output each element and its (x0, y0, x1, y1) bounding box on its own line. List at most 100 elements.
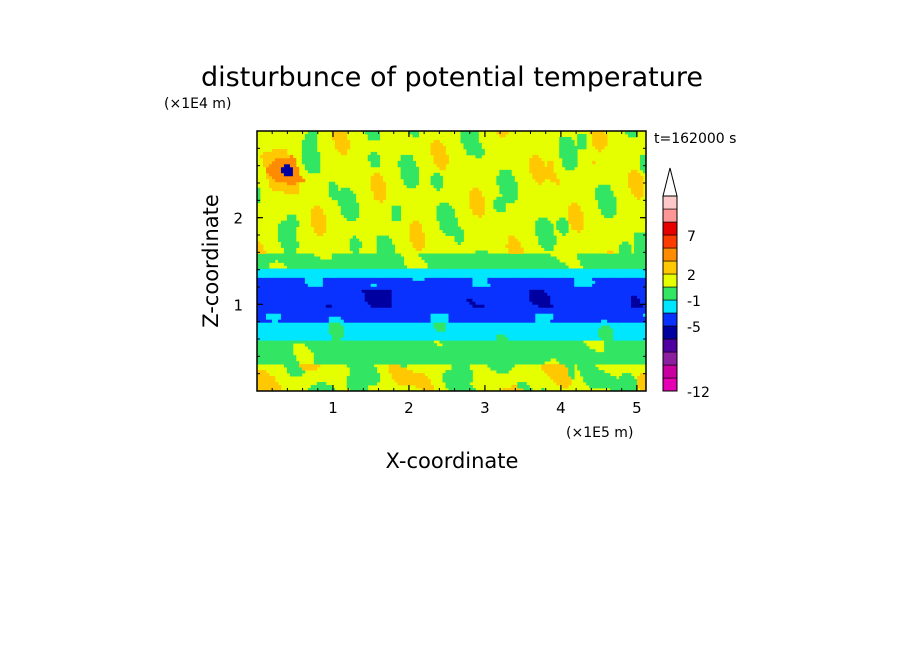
contour-cell (571, 370, 575, 374)
contour-cell (616, 301, 620, 305)
contour-cell (277, 388, 282, 391)
contour-cell (448, 316, 452, 320)
contour-cell (319, 271, 324, 275)
contour-cell (427, 274, 431, 278)
contour-cell (604, 298, 608, 302)
contour-cell (448, 286, 452, 290)
contour-cell (544, 307, 548, 311)
contour-cell (547, 274, 551, 278)
contour-cell (559, 328, 563, 332)
contour-cell (403, 376, 408, 380)
contour-cell (439, 271, 443, 275)
contour-cell (397, 292, 402, 296)
contour-cell (262, 298, 267, 302)
contour-cell (568, 316, 572, 320)
contour-cell (517, 307, 521, 311)
contour-cell (394, 259, 399, 263)
contour-cell (343, 355, 348, 359)
contour-cell (319, 331, 324, 335)
contour-cell (346, 265, 351, 269)
contour-cell (316, 289, 321, 293)
contour-cell (310, 307, 315, 311)
contour-cell (556, 343, 560, 347)
contour-cell (328, 292, 333, 296)
contour-cell (268, 268, 273, 272)
contour-cell (334, 307, 339, 311)
contour-cell (550, 331, 554, 335)
contour-cell (382, 268, 387, 272)
contour-cell (325, 304, 330, 308)
contour-cell (427, 379, 431, 383)
contour-cell (271, 259, 276, 263)
contour-cell (271, 310, 276, 314)
contour-cell (562, 265, 566, 269)
contour-cell (634, 388, 638, 391)
contour-cell (442, 283, 446, 287)
contour-cell (457, 358, 461, 362)
contour-cell (331, 337, 336, 341)
contour-cell (520, 349, 524, 353)
contour-cell (400, 355, 405, 359)
contour-cell (442, 361, 446, 365)
contour-cell (358, 316, 363, 320)
contour-cell (631, 379, 635, 383)
contour-cell (433, 343, 437, 347)
contour-cell (463, 376, 467, 380)
contour-cell (382, 331, 387, 335)
contour-cell (532, 298, 536, 302)
contour-cell (607, 298, 611, 302)
contour-cell (313, 304, 318, 308)
contour-cell (619, 379, 623, 383)
contour-cell (520, 334, 524, 338)
contour-cell (589, 310, 593, 314)
contour-cell (406, 328, 411, 332)
contour-cell (523, 295, 527, 299)
contour-cell (601, 286, 605, 290)
contour-cell (436, 337, 440, 341)
contour-cell (583, 271, 587, 275)
contour-cell (400, 367, 405, 371)
contour-cell (403, 307, 408, 311)
contour-cell (496, 337, 500, 341)
contour-cell (427, 310, 431, 314)
contour-cell (505, 346, 509, 350)
contour-cell (556, 373, 560, 377)
contour-cell (514, 358, 518, 362)
contour-cell (343, 289, 348, 293)
contour-cell (517, 265, 521, 269)
contour-cell (445, 358, 449, 362)
contour-cell (283, 343, 288, 347)
contour-cell (265, 277, 270, 281)
contour-cell (367, 274, 372, 278)
contour-cell (358, 277, 363, 281)
contour-cell (610, 337, 614, 341)
contour-cell (604, 340, 608, 344)
contour-cell (376, 373, 381, 377)
contour-cell (274, 289, 279, 293)
contour-cell (550, 340, 554, 344)
contour-cell (478, 325, 482, 329)
contour-cell (598, 355, 602, 359)
contour-cell (475, 286, 479, 290)
contour-cell (487, 280, 491, 284)
contour-cell (526, 319, 530, 323)
contour-cell (607, 274, 611, 278)
contour-cell (340, 346, 345, 350)
contour-cell (454, 292, 458, 296)
contour-cell (562, 280, 566, 284)
contour-cell (418, 319, 422, 323)
contour-cell (538, 262, 542, 266)
contour-cell (607, 280, 611, 284)
contour-cell (367, 358, 372, 362)
contour-cell (565, 310, 569, 314)
contour-cell (310, 289, 315, 293)
contour-cell (586, 301, 590, 305)
contour-cell (529, 298, 533, 302)
contour-cell (436, 298, 440, 302)
contour-cell (547, 295, 551, 299)
contour-cell (487, 298, 491, 302)
contour-cell (376, 322, 381, 326)
contour-cell (439, 346, 443, 350)
contour-cell (598, 304, 602, 308)
contour-cell (559, 271, 563, 275)
